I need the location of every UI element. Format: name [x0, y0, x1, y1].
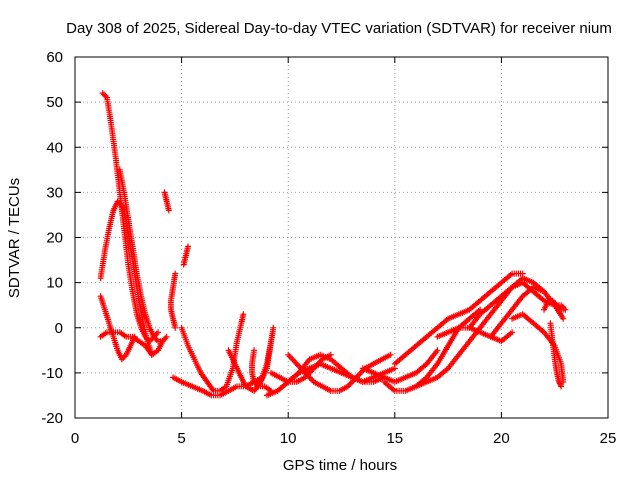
series-track-7	[167, 270, 179, 331]
axis-ticks	[74, 56, 609, 419]
y-tick-label: 10	[46, 275, 63, 292]
data-point-markers	[161, 189, 172, 214]
series-track-17	[268, 351, 334, 385]
series-track-27	[541, 297, 569, 313]
x-tick-label: 20	[493, 430, 510, 447]
y-tick-label: 50	[46, 94, 63, 111]
data-point-markers	[434, 324, 516, 345]
x-tick-label: 5	[177, 430, 185, 447]
data-point-markers	[167, 270, 179, 331]
series-track-20	[391, 270, 526, 367]
series-track-24	[487, 284, 567, 340]
data-point-markers	[541, 297, 569, 313]
y-tick-label: -20	[41, 410, 63, 427]
data-point-markers	[178, 311, 247, 394]
y-tick-label: 30	[46, 184, 63, 201]
plot-frame	[74, 56, 609, 419]
series-track-26	[547, 320, 565, 390]
x-tick-label: 10	[280, 430, 297, 447]
series-track-18	[359, 347, 441, 385]
x-tick-label: 25	[600, 430, 617, 447]
x-axis-label: GPS time / hours	[283, 457, 397, 474]
y-tick-label: -10	[41, 365, 63, 382]
chart-title: Day 308 of 2025, Sidereal Day-to-day VTE…	[66, 20, 612, 37]
y-tick-label: 60	[46, 49, 63, 66]
data-point-markers	[391, 270, 526, 367]
data-point-markers	[255, 324, 277, 390]
data-point-markers	[359, 347, 441, 385]
plot-area	[97, 90, 569, 399]
grid-lines	[75, 57, 608, 418]
data-point-markers	[268, 351, 334, 385]
series-track-12	[255, 324, 277, 390]
data-point-markers	[487, 284, 567, 340]
data-point-markers	[116, 166, 170, 345]
x-tick-labels: 0 5 10 15 20 25	[71, 430, 617, 447]
series-track-6	[161, 189, 172, 214]
y-tick-label: 20	[46, 230, 63, 247]
data-point-markers	[97, 329, 166, 358]
series-track-10	[178, 311, 247, 394]
series-track-3	[116, 166, 170, 345]
y-tick-label: 0	[55, 320, 63, 337]
y-axis-label: SDTVAR / TECUs	[6, 178, 23, 298]
x-tick-label: 15	[386, 430, 403, 447]
y-tick-labels: -20 -10 0 10 20 30 40 50 60	[41, 49, 63, 427]
series-track-23	[434, 324, 516, 345]
series-track-8	[180, 243, 191, 268]
data-point-markers	[249, 347, 275, 394]
data-point-markers	[547, 320, 565, 390]
series-track-13	[249, 347, 275, 394]
data-point-markers	[180, 243, 191, 268]
y-tick-label: 40	[46, 139, 63, 156]
x-tick-label: 0	[71, 430, 79, 447]
series-track-5	[97, 329, 166, 358]
